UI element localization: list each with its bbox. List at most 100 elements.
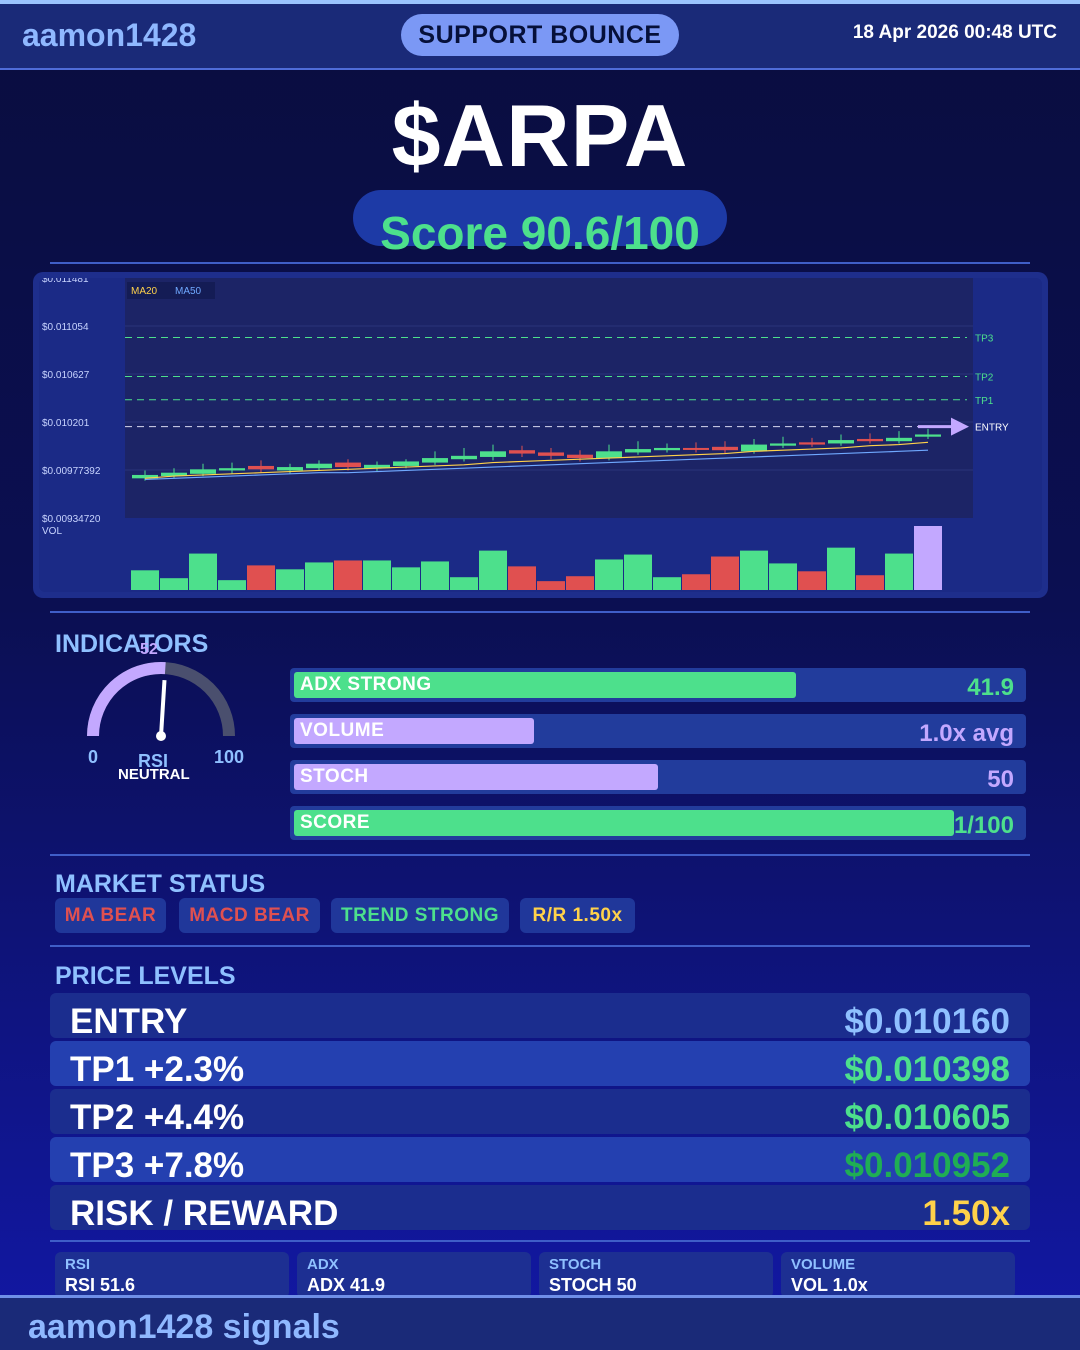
- volume-bar: [856, 575, 884, 590]
- level-label: TP3: [975, 333, 994, 344]
- indicator-bar-label: SCORE: [300, 812, 371, 833]
- indicator-bar: ADX STRONG 41.9: [290, 668, 1026, 702]
- status-tag: R/R 1.50x: [520, 898, 635, 933]
- candle-body: [451, 455, 477, 460]
- candle-body: [248, 465, 274, 470]
- volume-bar: [276, 569, 304, 590]
- ma50-line: [144, 449, 929, 481]
- indicator-bar-fill: [294, 810, 954, 836]
- candle-body: [828, 440, 854, 444]
- price-level-row: TP2 +4.4% $0.010605: [50, 1089, 1030, 1137]
- candle-body: [654, 447, 680, 451]
- status-tag: MACD BEAR: [179, 898, 320, 933]
- price-level-row: RISK / REWARD 1.50x: [50, 1185, 1030, 1233]
- indicators-title: INDICATORS: [55, 630, 209, 658]
- summary-value: STOCH 50: [549, 1275, 637, 1295]
- summary-box: STOCH STOCH 50: [539, 1252, 773, 1298]
- volume-bar: [624, 554, 652, 590]
- candle-body: [567, 454, 593, 459]
- volume-bar: [479, 550, 507, 590]
- ticker-symbol: $ARPA: [391, 86, 689, 185]
- candle-body: [364, 464, 390, 469]
- summary-label: RSI: [65, 1256, 91, 1273]
- y-tick-label: $0.00934720: [42, 514, 101, 525]
- legend-entry: MA20: [131, 286, 158, 297]
- indicator-bar-fill: [294, 764, 658, 790]
- volume-bar: [363, 560, 391, 590]
- rsi-gauge-fill: [87, 662, 166, 737]
- rsi-needle: [159, 679, 167, 737]
- candle-body: [538, 452, 564, 456]
- volume-bar: [537, 581, 565, 590]
- candle-body: [306, 463, 332, 469]
- price-level-name: ENTRY: [70, 1002, 188, 1041]
- level-label: TP2: [975, 373, 994, 384]
- indicator-bar-label: ADX STRONG: [300, 674, 432, 695]
- volume-bar: [131, 570, 159, 590]
- rsi-state: NEUTRAL: [118, 766, 190, 783]
- rsi-value: 52: [140, 641, 158, 658]
- candle-body: [190, 469, 216, 474]
- indicator-bar: VOLUME 1.0x avg: [290, 714, 1026, 748]
- candle-body: [277, 467, 303, 471]
- price-level-name: TP2 +4.4%: [70, 1098, 245, 1137]
- indicator-bar-value: 1.0x avg: [919, 720, 1014, 747]
- volume-bar: [450, 577, 478, 590]
- y-tick-label: $0.011054: [42, 322, 89, 333]
- level-label: ENTRY: [975, 423, 1009, 434]
- price-levels-title: PRICE LEVELS: [55, 962, 236, 990]
- candle-body: [683, 447, 709, 450]
- brand-name: aamon1428: [22, 17, 197, 53]
- summary-label: STOCH: [549, 1256, 602, 1273]
- divider: [50, 611, 1030, 613]
- candle-body: [857, 438, 883, 442]
- volume-bar: [247, 565, 275, 590]
- candle-body: [712, 446, 738, 451]
- price-level-value: $0.010605: [844, 1098, 1010, 1137]
- y-tick-label: $0.00977392: [42, 466, 101, 477]
- candle-body: [741, 444, 767, 452]
- summary-label: ADX: [307, 1256, 339, 1273]
- candle-body: [596, 451, 622, 459]
- y-tick-label: $0.011481: [42, 278, 89, 285]
- plot-area: [125, 278, 973, 518]
- summary-value: RSI 51.6: [65, 1275, 136, 1295]
- indicator-bar-fill: [294, 672, 796, 698]
- volume-bar: [595, 559, 623, 590]
- divider: [50, 945, 1030, 947]
- indicator-bar-value: 41.9: [967, 674, 1014, 701]
- indicator-bar-label: STOCH: [300, 766, 369, 787]
- volume-bar: [566, 576, 594, 590]
- price-chart: $0.011481 $0.011054 $0.010627 $0.010201 $0.0…: [39, 278, 1042, 592]
- candle-body: [770, 443, 796, 446]
- summary-box: ADX ADX 41.9: [297, 1252, 531, 1298]
- volume-bar: [914, 526, 942, 590]
- volume-bar: [682, 574, 710, 590]
- score-pill: [353, 190, 727, 246]
- indicator-bar: STOCH 50: [290, 760, 1026, 794]
- volume-bar: [827, 547, 855, 590]
- timestamp: 18 Apr 2026 00:48 UTC: [852, 22, 1057, 43]
- candle-body: [393, 461, 419, 466]
- indicator-bar-label: VOLUME: [300, 720, 385, 741]
- candle-body: [625, 449, 651, 453]
- candle-body: [480, 451, 506, 457]
- y-tick-label: $0.010627: [42, 370, 90, 381]
- volume-label: VOL: [42, 526, 62, 537]
- summary-box: VOLUME VOL 1.0x: [781, 1252, 1015, 1298]
- volume-bar: [421, 561, 449, 590]
- volume-bar: [334, 560, 362, 590]
- summary-box: RSI RSI 51.6: [55, 1252, 289, 1298]
- volume-bar: [740, 550, 768, 590]
- volume-bar: [711, 556, 739, 590]
- footer-text: aamon1428 signals: [28, 1308, 340, 1346]
- indicator-bar-fill: [294, 718, 534, 744]
- market-status-title: MARKET STATUS: [55, 870, 266, 898]
- summary-label: VOLUME: [791, 1256, 856, 1273]
- volume-bar: [392, 567, 420, 590]
- candle-body: [161, 472, 187, 477]
- candle-body: [219, 468, 245, 471]
- status-tag: MA BEAR: [55, 898, 166, 933]
- volume-bar: [798, 571, 826, 590]
- summary-value: VOL 1.0x: [791, 1275, 868, 1295]
